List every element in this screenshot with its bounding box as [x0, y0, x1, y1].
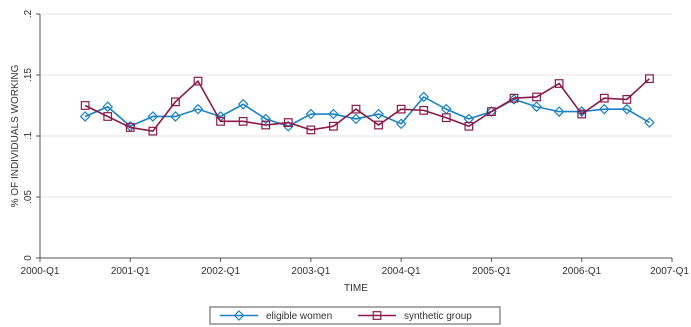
- series-1-point-15: [419, 105, 429, 115]
- legend-box: [209, 306, 501, 325]
- series-0-point-14: [395, 118, 407, 130]
- legend-item-0: eligible women: [220, 310, 332, 322]
- series-0-point-1: [102, 101, 114, 113]
- x-tick-label-6: 2006-Q1: [562, 266, 601, 277]
- y-axis-title: % OF INDIVIDUALS WORKING: [10, 64, 21, 207]
- series-0-point-23: [598, 103, 610, 115]
- y-tick-label-4: .2: [23, 9, 34, 18]
- series-1-point-24: [622, 94, 632, 104]
- series-1-point-7: [238, 116, 248, 126]
- y-tick-label-1: .05: [23, 190, 34, 204]
- series-1-point-16: [441, 113, 451, 123]
- series-line-1: [84, 78, 650, 132]
- y-tick-label-0: 0: [23, 255, 34, 261]
- series-0-point-13: [373, 108, 384, 120]
- legend-item-1: synthetic group: [358, 311, 472, 322]
- series-0-point-11: [328, 108, 339, 120]
- series-1-point-5: [193, 76, 203, 86]
- series-lines: [79, 74, 655, 136]
- legend-marker-0: [233, 310, 245, 321]
- series-1-point-9: [283, 118, 293, 127]
- x-tick-label-0: 2000-Q1: [21, 266, 60, 277]
- x-tick-label-4: 2004-Q1: [382, 266, 421, 277]
- series-0-point-5: [192, 103, 204, 115]
- series-0-point-10: [305, 108, 317, 120]
- series-0-point-17: [463, 113, 475, 125]
- series-1-point-3: [148, 126, 158, 136]
- series-1-point-6: [216, 116, 225, 126]
- x-tick-label-3: 2003-Q1: [291, 266, 330, 277]
- series-1-point-8: [261, 120, 271, 130]
- series-1-point-10: [306, 125, 316, 135]
- x-tick-label-7: 2007-Q1: [650, 266, 689, 277]
- series-1-point-20: [532, 92, 541, 102]
- series-0-point-7: [237, 98, 249, 110]
- series-0-point-3: [147, 111, 159, 122]
- series-1-point-21: [554, 79, 564, 88]
- series-1: [80, 74, 654, 136]
- series-1-point-12: [351, 104, 361, 114]
- legend-label-0: eligible women: [266, 311, 332, 322]
- x-axis-title: TIME: [344, 283, 368, 294]
- series-1-point-25: [645, 74, 654, 84]
- series-0-point-21: [553, 106, 565, 117]
- x-tick-label-2: 2002-Q1: [201, 266, 240, 277]
- series-0-point-24: [621, 103, 633, 115]
- series-0-point-0: [79, 111, 91, 122]
- series-1-point-2: [125, 123, 135, 132]
- x-tick-label-1: 2001-Q1: [111, 266, 150, 277]
- series-0-point-12: [350, 113, 362, 125]
- series-1-point-13: [374, 120, 383, 130]
- series-1-point-4: [171, 97, 180, 107]
- series-1-point-11: [329, 121, 338, 131]
- y-tick-label-3: .15: [23, 68, 34, 82]
- legend: eligible women synthetic group: [209, 306, 501, 325]
- series-1-point-18: [487, 107, 496, 117]
- series-1-point-19: [509, 93, 519, 103]
- y-tick-label-2: .1: [23, 131, 34, 140]
- x-tick-label-5: 2005-Q1: [472, 266, 511, 277]
- series-0-point-8: [260, 113, 272, 125]
- series-line-0: [84, 95, 650, 128]
- series-1-point-1: [103, 112, 113, 121]
- grid-lines: [40, 13, 672, 198]
- series-0-point-25: [644, 117, 655, 128]
- legend-marker-1: [372, 311, 382, 320]
- series-1-point-17: [464, 121, 474, 131]
- legend-label-1: synthetic group: [404, 311, 472, 322]
- series-0-point-9: [282, 120, 294, 132]
- series-0-point-15: [418, 91, 430, 103]
- series-0: [79, 91, 655, 132]
- series-1-point-23: [599, 93, 609, 103]
- series-1-point-0: [80, 101, 90, 110]
- series-1-point-14: [396, 104, 406, 114]
- axes: 0 .05 .1 .15 .2 2000-Q1 2001-Q1 2002-Q1 2003-Q1 2…: [21, 9, 690, 277]
- series-0-point-4: [170, 111, 181, 122]
- series-0-point-20: [531, 101, 542, 113]
- series-1-point-22: [577, 109, 587, 119]
